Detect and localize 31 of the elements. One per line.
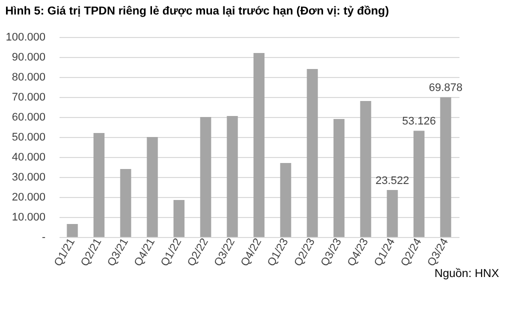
y-tick-label: 80.000 [12, 72, 46, 84]
y-tick-label: 90.000 [12, 52, 46, 64]
bar [146, 137, 158, 237]
bar [306, 69, 318, 237]
y-tick-label: 40.000 [12, 152, 46, 164]
bar [386, 190, 398, 237]
y-tick-label: 30.000 [12, 172, 46, 184]
y-tick-label: 100.000 [6, 32, 46, 44]
y-tick-label: 70.000 [12, 92, 46, 104]
bar [226, 116, 238, 237]
bar [334, 119, 344, 237]
bar [414, 130, 424, 237]
bar [200, 117, 212, 237]
data-label: 23.522 [376, 174, 410, 187]
bar [174, 200, 184, 237]
bar [440, 97, 452, 237]
bar [280, 163, 292, 237]
bar [66, 224, 78, 237]
data-label: 53.126 [402, 116, 436, 128]
bar [94, 133, 104, 237]
y-tick-label: 50.000 [12, 132, 46, 144]
y-tick-label: 10.000 [12, 212, 46, 224]
y-tick-label: - [42, 232, 46, 244]
data-label: 69.878 [428, 82, 462, 94]
chart-title: Hình 5: Giá trị TPDN riêng lẻ được mua lại trước hạn (Đơn vị: tỷ đồng) [5, 6, 390, 18]
y-tick-label: 60.000 [12, 112, 46, 124]
text: Nguồn: HNX [434, 268, 500, 280]
bar [120, 169, 132, 237]
y-tick-label: 20.000 [12, 192, 46, 204]
bar [254, 53, 264, 237]
bar [360, 101, 372, 237]
